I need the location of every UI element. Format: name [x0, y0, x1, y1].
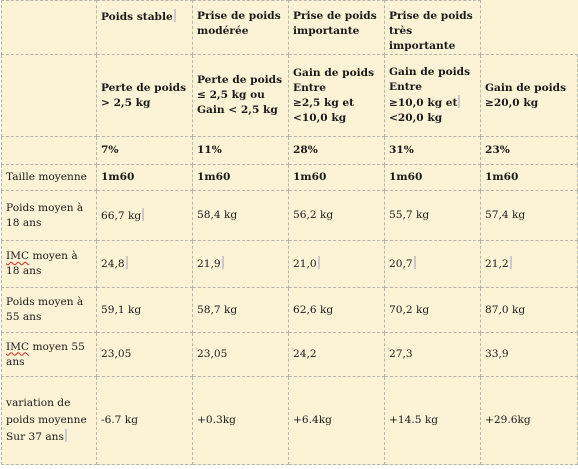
- table-row: Poids moyen à 55 ans 59,1 kg 58,7 kg 62,…: [1, 287, 578, 333]
- table-cell: 1m60: [288, 164, 385, 191]
- criteria-label-cell: [1, 54, 97, 137]
- table-cell: 21,0: [288, 240, 385, 288]
- row-label: variation de poids moyenne Sur 37 ans: [1, 376, 97, 465]
- header-row: Poids stable Prise de poids modérée Pris…: [1, 0, 578, 55]
- table-cell: 23,05: [96, 332, 193, 377]
- table-row: Poids moyen à 18 ans 66,7 kg 58,4 kg 56,…: [1, 190, 578, 241]
- table-cell: +14.5 kg: [384, 376, 481, 465]
- table-cell: 33,9: [480, 332, 578, 377]
- table-cell: 58,7 kg: [192, 287, 289, 333]
- table-cell: 59,1 kg: [96, 287, 193, 333]
- table-cell: 21,9: [192, 240, 289, 288]
- table-cell: 56,2 kg: [288, 190, 385, 241]
- row-label: IMC moyen à 18 ans: [1, 240, 97, 288]
- row-label: IMC moyen 55 ans: [1, 332, 97, 377]
- criteria-cell: Perte de poids ≤ 2,5 kg ou Gain < 2,5 kg: [192, 54, 289, 137]
- criteria-cell: Gain de poids Entre ≥10,0 kg et <20,0 kg: [384, 54, 481, 137]
- table-cell: 1m60: [480, 164, 578, 191]
- criteria-cell: Perte de poids > 2,5 kg: [96, 54, 193, 137]
- table-cell: -6.7 kg: [96, 376, 193, 465]
- criteria-cell: Gain de poids ≥20,0 kg: [480, 54, 578, 137]
- header-cell: Prise de poids importante: [288, 0, 385, 55]
- table-cell: 21,2: [480, 240, 578, 288]
- table-cell: 23,05: [192, 332, 289, 377]
- table-cell: 24,2: [288, 332, 385, 377]
- table-row: Taille moyenne 1m60 1m60 1m60 1m60 1m60: [1, 164, 578, 191]
- table-row: IMC moyen à 18 ans 24,8 21,9 21,0 20,7 2…: [1, 240, 578, 288]
- table-cell: 57,4 kg: [480, 190, 578, 241]
- header-cell: Prise de poids très importante: [384, 0, 481, 55]
- percentage-label-cell: [1, 136, 97, 165]
- table-cell: 27,3: [384, 332, 481, 377]
- table-cell: 1m60: [192, 164, 289, 191]
- table-cell: 70,2 kg: [384, 287, 481, 333]
- table-cell: +29.6kg: [480, 376, 578, 465]
- table-cell: 1m60: [96, 164, 193, 191]
- header-cell: Poids stable: [96, 0, 193, 55]
- table-cell: 24,8: [96, 240, 193, 288]
- percentage-row: 7% 11% 28% 31% 23%: [1, 136, 578, 165]
- table-cell: 66,7 kg: [96, 190, 193, 241]
- table-row: variation de poids moyenne Sur 37 ans -6…: [1, 376, 578, 465]
- criteria-cell: Gain de poids Entre ≥2,5 kg et <10,0 kg: [288, 54, 385, 137]
- row-label: Poids moyen à 55 ans: [1, 287, 97, 333]
- corner-cell: [1, 0, 97, 55]
- header-cell: Prise de poids modérée: [192, 0, 289, 55]
- percentage-cell: 11%: [192, 136, 289, 165]
- table-cell: 20,7: [384, 240, 481, 288]
- criteria-row: Perte de poids > 2,5 kg Perte de poids ≤…: [1, 54, 578, 137]
- row-label: Taille moyenne: [1, 164, 97, 191]
- table-cell: 62,6 kg: [288, 287, 385, 333]
- table-cell: 55,7 kg: [384, 190, 481, 241]
- table-cell: 58,4 kg: [192, 190, 289, 241]
- table-cell: 87,0 kg: [480, 287, 578, 333]
- row-label: Poids moyen à 18 ans: [1, 190, 97, 241]
- percentage-cell: 7%: [96, 136, 193, 165]
- table-cell: 1m60: [384, 164, 481, 191]
- table-cell: +6.4kg: [288, 376, 385, 465]
- percentage-cell: 28%: [288, 136, 385, 165]
- percentage-cell: 23%: [480, 136, 578, 165]
- percentage-cell: 31%: [384, 136, 481, 165]
- table-row: IMC moyen 55 ans 23,05 23,05 24,2 27,3 3…: [1, 332, 578, 377]
- table-cell: +0.3kg: [192, 376, 289, 465]
